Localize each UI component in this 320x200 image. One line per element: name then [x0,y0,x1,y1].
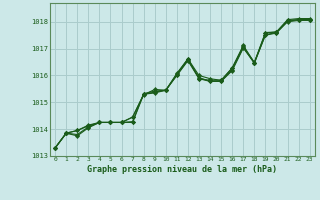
X-axis label: Graphe pression niveau de la mer (hPa): Graphe pression niveau de la mer (hPa) [87,165,277,174]
